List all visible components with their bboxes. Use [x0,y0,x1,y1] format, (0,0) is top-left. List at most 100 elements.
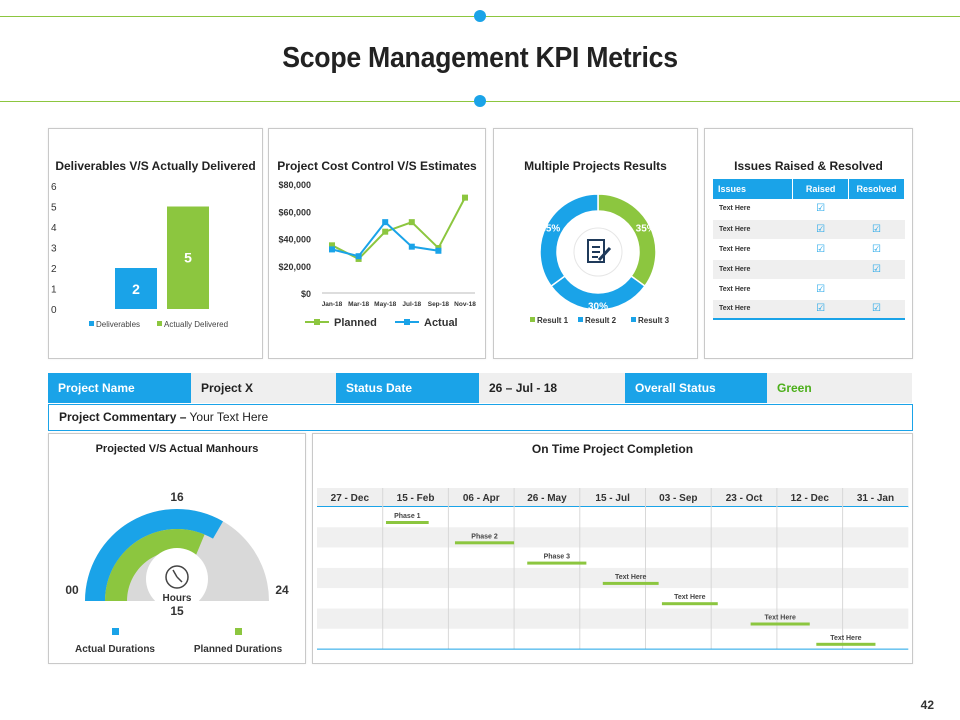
legend-swatch [578,317,583,322]
raised-check-icon: ☑ [792,279,849,300]
bar-deliverables [115,268,157,309]
gauge-center-value: 15 [170,604,184,618]
gantt-column-header: 12 - Dec [791,493,830,504]
legend-swatch [631,317,636,322]
x-tick-label: Sep-18 [428,301,450,308]
slice-data-label: 30% [588,302,608,313]
gantt-column-header: 06 - Apr [463,493,500,504]
gantt-column-header: 31 - Jan [857,493,894,504]
series-line-planned [331,197,466,261]
slice-data-label: 35% [636,224,656,235]
y-tick-label: $80,000 [278,180,311,190]
clock-icon [165,565,189,589]
gantt-column-header: 27 - Dec [331,493,370,504]
gauge-min-label: 00 [65,583,79,597]
deliverables-panel: Deliverables V/S Actually Delivered 0 1 2 3… [48,128,263,359]
completion-panel: On Time Project Completion 27 - Dec 15 - … [312,433,913,664]
overall-status-value: Green [767,373,912,403]
issue-label: Text Here [713,259,793,280]
gantt-task-bar [385,521,429,524]
gantt-column-header: 23 - Oct [726,493,763,504]
resolved-check-icon [848,279,905,300]
clock-face [165,565,189,589]
raised-check-icon [792,259,849,280]
gantt-column-header: 26 - May [527,493,567,504]
gauge-planned-arc [105,529,205,601]
manhours-panel: Projected V/S Actual Manhours Hours 15 16 0… [48,433,306,664]
x-tick-label: May-18 [374,301,396,308]
gantt-task-label: Text Here [830,635,861,642]
legend-label: Result 1 [537,316,569,325]
gantt-row-bg [317,547,909,568]
y-tick-label: 6 [51,182,57,193]
gantt-row-bg [317,507,909,528]
gantt-row-bg [317,567,909,589]
legend-label: Result 3 [638,316,670,325]
table-row: Text Here ☑ [713,199,905,220]
gauge-top-label: 16 [170,490,184,504]
gantt-row-bg [317,628,909,650]
legend-label: Actual [424,317,458,329]
x-tick-label: Mar-18 [348,301,369,308]
gantt-column-header: 15 - Jul [595,493,630,504]
gantt-task-bar [602,581,659,585]
table-row: Text Here ☑ ☑ [713,239,905,260]
status-bar: Project Name Project X Status Date 26 – … [48,373,912,403]
issue-label: Text Here [713,219,793,240]
page-title: Scope Management KPI Metrics [282,42,678,74]
gantt-task-bar [527,561,587,565]
page-number: 42 [920,698,934,712]
cost-title: Project Cost Control V/S Estimates [277,159,477,173]
y-tick-label: $40,000 [278,235,311,245]
legend-swatch [89,321,94,326]
resolved-check-icon: ☑ [848,299,905,320]
manhours-title: Projected V/S Actual Manhours [95,443,259,455]
y-tick-label: 1 [51,285,57,296]
gantt-task-label: Text Here [764,615,795,622]
table-row: Text Here ☑ ☑ [713,299,905,320]
x-tick-label: Jul-18 [402,301,421,308]
gantt-task-label: Text Here [615,574,646,581]
commentary-label: Project Commentary – [59,410,187,424]
issue-label: Text Here [713,239,793,260]
legend-swatch [157,321,162,326]
clock-hand [176,576,183,583]
issues-header-resolved: Resolved [848,179,905,199]
y-tick-label: $0 [301,289,311,299]
deliverables-bar-chart: 0 1 2 3 4 5 6 2 5 Deliverables Actually Delivered [51,182,228,329]
legend-label: Deliverables [96,320,140,329]
gantt-task-bar [661,602,718,606]
series-marker-planned [408,219,415,226]
legend-label: Actually Delivered [164,320,228,329]
issues-table: Issues Raised Resolved Text Here ☑ Text … [713,179,905,320]
series-marker-actual [408,243,415,250]
commentary-text: Your Text Here [186,410,269,424]
deliverables-title: Deliverables V/S Actually Delivered [55,159,256,173]
clock-hand [172,569,178,578]
completion-title: On Time Project Completion [531,442,694,456]
status-date-label: Status Date [336,373,479,403]
gantt-task-label: Phase 2 [471,533,498,540]
gauge-center [146,548,208,610]
gauge-base-mask [127,601,227,631]
series-line-actual [331,220,439,258]
document-edit-icon [587,239,612,263]
table-row: Text Here ☑ [713,259,905,280]
gantt-row-bg [317,527,909,548]
raised-check-icon: ☑ [792,299,849,320]
raised-check-icon: ☑ [792,199,849,220]
raised-check-icon: ☑ [792,219,849,240]
legend-label: Planned Durations [194,644,283,655]
overall-status-label: Overall Status [625,373,767,403]
gantt-task-bar [750,622,810,626]
resolved-check-icon: ☑ [848,219,905,240]
gantt-row-bg [317,608,909,629]
legend-swatch [314,319,320,325]
issue-label: Text Here [713,299,793,320]
issues-title: Issues Raised & Resolved [734,159,883,173]
results-title: Multiple Projects Results [524,159,667,173]
legend-swatch [530,317,535,322]
series-marker-planned [462,194,468,201]
gantt-task-label: Phase 1 [394,513,421,520]
